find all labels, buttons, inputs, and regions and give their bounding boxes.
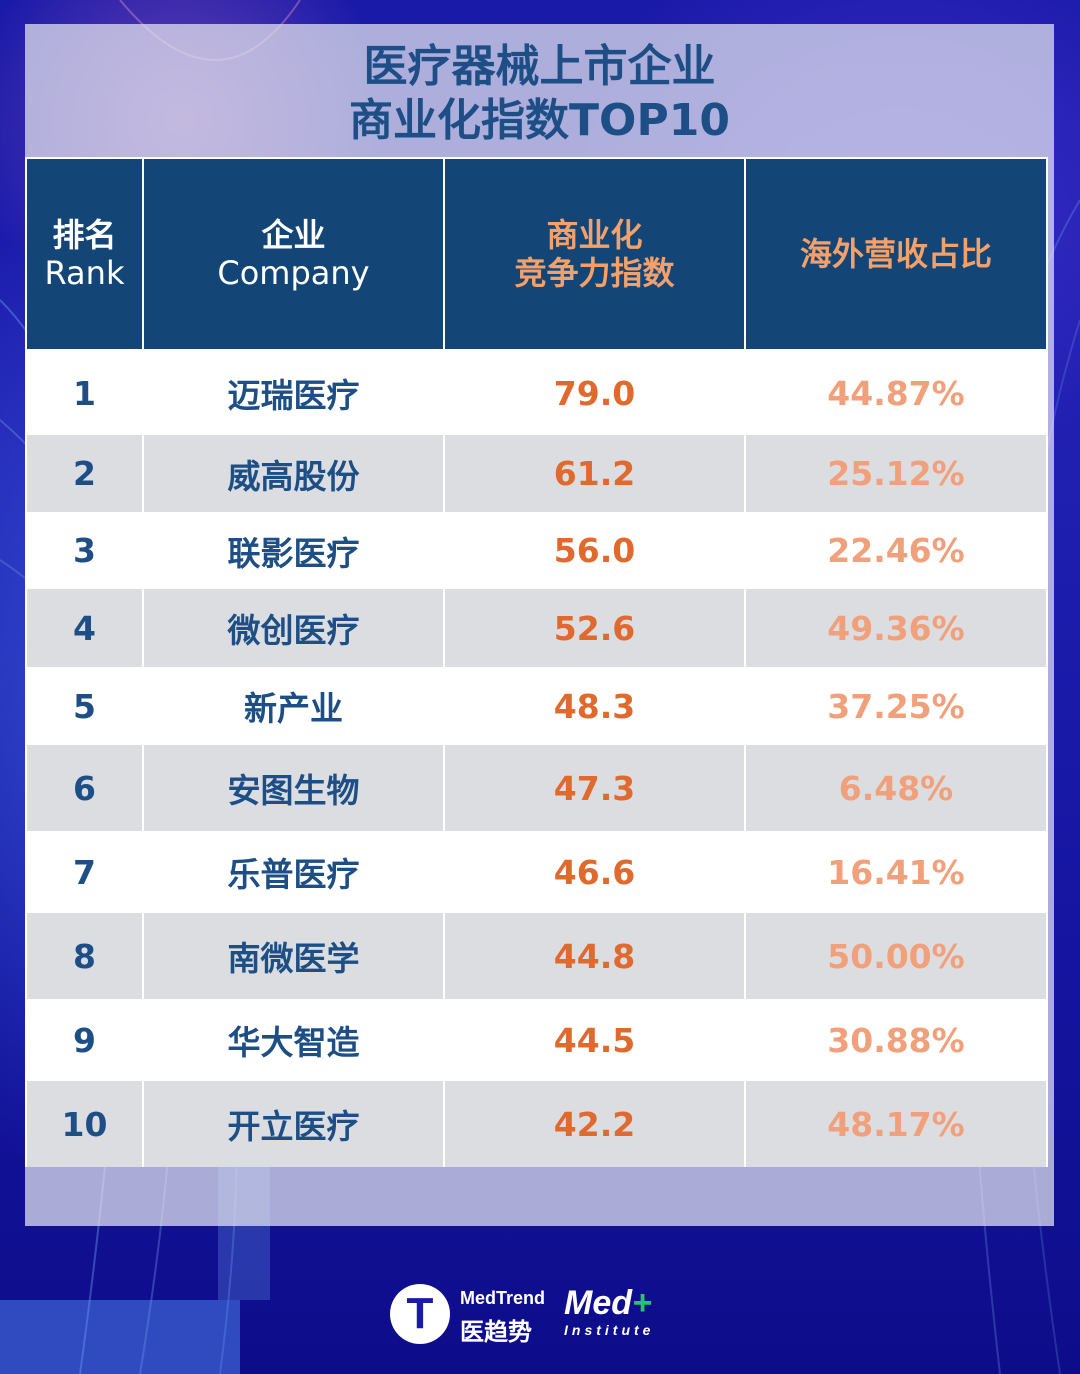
table-row: 10 开立医疗 42.2 48.17% xyxy=(25,1081,1048,1167)
header-rank-cn: 排名 xyxy=(52,216,117,254)
table-row: 9 华大智造 44.5 30.88% xyxy=(25,999,1048,1081)
rank-cell: 8 xyxy=(25,913,144,999)
overseas-cell: 30.88% xyxy=(744,999,1048,1081)
overseas-cell: 16.41% xyxy=(744,831,1048,913)
med-plus-icon: + xyxy=(632,1284,652,1322)
rank-cell: 6 xyxy=(25,745,144,831)
medtrend-logo-icon xyxy=(390,1284,450,1344)
company-cell: 微创医疗 xyxy=(142,589,445,667)
overseas-cell: 50.00% xyxy=(744,913,1048,999)
institute-label: Institute xyxy=(564,1322,655,1338)
med-institute-logo: Med+ xyxy=(564,1284,652,1323)
header-company: 企业 Company xyxy=(142,157,445,351)
overseas-cell: 22.46% xyxy=(744,512,1048,589)
rank-cell: 10 xyxy=(25,1081,144,1167)
index-cell: 48.3 xyxy=(443,667,746,745)
company-cell: 开立医疗 xyxy=(142,1081,445,1167)
overseas-cell: 49.36% xyxy=(744,589,1048,667)
index-cell: 47.3 xyxy=(443,745,746,831)
header-index-line-1: 商业化 xyxy=(546,216,643,254)
footer-logos: T MedTrend 医趋势 Med+ Institute xyxy=(390,1282,690,1346)
table-row: 2 威高股份 61.2 25.12% xyxy=(25,435,1048,512)
company-cell: 南微医学 xyxy=(142,913,445,999)
rank-cell: 9 xyxy=(25,999,144,1081)
index-cell: 44.5 xyxy=(443,999,746,1081)
overseas-cell: 25.12% xyxy=(744,435,1048,512)
decorative-block xyxy=(0,1300,240,1374)
title-line-2: 商业化指数TOP10 xyxy=(349,95,730,146)
index-cell: 46.6 xyxy=(443,831,746,913)
company-cell: 安图生物 xyxy=(142,745,445,831)
header-rank: 排名 Rank xyxy=(25,157,144,351)
index-cell: 44.8 xyxy=(443,913,746,999)
title-line-1: 医疗器械上市企业 xyxy=(363,41,716,92)
overseas-cell: 37.25% xyxy=(744,667,1048,745)
index-cell: 42.2 xyxy=(443,1081,746,1167)
header-company-cn: 企业 xyxy=(261,216,326,254)
page-title: 医疗器械上市企业 商业化指数TOP10 xyxy=(25,40,1054,148)
company-cell: 新产业 xyxy=(142,667,445,745)
header-index: 商业化 竞争力指数 xyxy=(443,157,746,351)
ranking-table: 排名 Rank 企业 Company 商业化 竞争力指数 海外营收占比 1 迈瑞… xyxy=(25,157,1048,1167)
table-row: 8 南微医学 44.8 50.00% xyxy=(25,913,1048,999)
header-overseas-label: 海外营收占比 xyxy=(799,235,992,273)
company-cell: 华大智造 xyxy=(142,999,445,1081)
table-header-row: 排名 Rank 企业 Company 商业化 竞争力指数 海外营收占比 xyxy=(25,157,1048,351)
header-company-en: Company xyxy=(217,254,370,292)
header-overseas: 海外营收占比 xyxy=(744,157,1048,351)
index-cell: 79.0 xyxy=(443,350,746,435)
header-rank-en: Rank xyxy=(44,254,125,292)
rank-cell: 5 xyxy=(25,667,144,745)
table-row: 6 安图生物 47.3 6.48% xyxy=(25,745,1048,831)
company-cell: 威高股份 xyxy=(142,435,445,512)
overseas-cell: 44.87% xyxy=(744,350,1048,435)
table-row: 3 联影医疗 56.0 22.46% xyxy=(25,512,1048,589)
medtrend-brand-en: MedTrend xyxy=(460,1288,546,1308)
rank-cell: 3 xyxy=(25,512,144,589)
table-row: 1 迈瑞医疗 79.0 44.87% xyxy=(25,350,1048,435)
overseas-cell: 48.17% xyxy=(744,1081,1048,1167)
med-logo-text: Med xyxy=(564,1284,632,1322)
rank-cell: 1 xyxy=(25,350,144,435)
table-row: 5 新产业 48.3 37.25% xyxy=(25,667,1048,745)
rank-cell: 7 xyxy=(25,831,144,913)
company-cell: 乐普医疗 xyxy=(142,831,445,913)
company-cell: 迈瑞医疗 xyxy=(142,350,445,435)
index-cell: 61.2 xyxy=(443,435,746,512)
rank-cell: 2 xyxy=(25,435,144,512)
company-cell: 联影医疗 xyxy=(142,512,445,589)
index-cell: 56.0 xyxy=(443,512,746,589)
header-index-line-2: 竞争力指数 xyxy=(514,254,675,292)
medtrend-brand-cn: 医趋势 xyxy=(460,1318,532,1346)
table-row: 7 乐普医疗 46.6 16.41% xyxy=(25,831,1048,913)
medtrend-logo-letter: T xyxy=(406,1289,434,1338)
overseas-cell: 6.48% xyxy=(744,745,1048,831)
rank-cell: 4 xyxy=(25,589,144,667)
index-cell: 52.6 xyxy=(443,589,746,667)
table-row: 4 微创医疗 52.6 49.36% xyxy=(25,589,1048,667)
